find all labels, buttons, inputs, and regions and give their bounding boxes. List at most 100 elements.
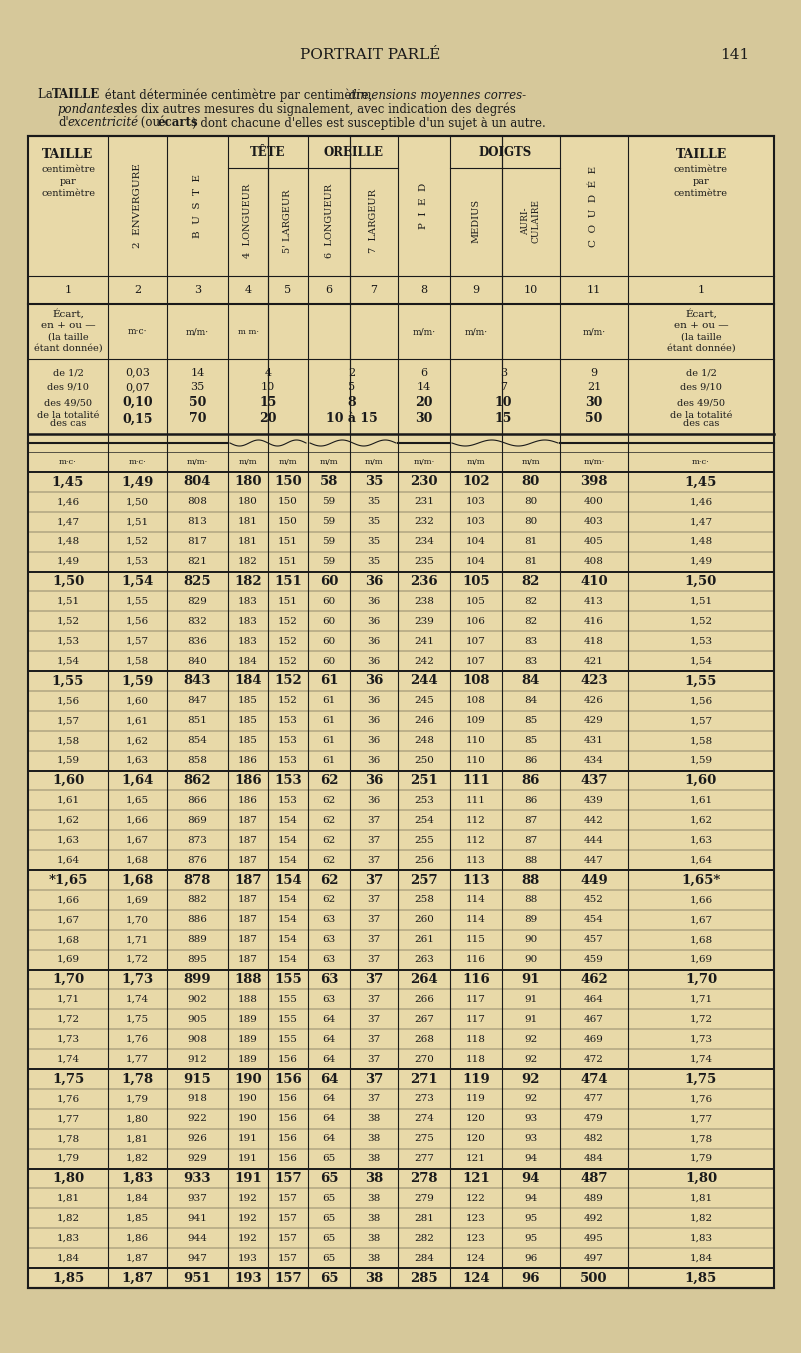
Text: 116: 116: [466, 955, 486, 965]
Text: 37: 37: [365, 874, 383, 886]
Text: 38: 38: [368, 1154, 380, 1164]
Text: 258: 258: [414, 896, 434, 904]
Text: 840: 840: [187, 656, 207, 666]
Text: 437: 437: [580, 774, 608, 787]
Text: 182: 182: [238, 557, 258, 566]
Text: 15: 15: [260, 396, 276, 409]
Text: 88: 88: [525, 896, 537, 904]
Text: 50: 50: [586, 413, 602, 425]
Text: 1,81: 1,81: [690, 1193, 713, 1203]
Text: 50: 50: [189, 396, 206, 409]
Text: 7: 7: [371, 285, 377, 295]
Text: B  U  S  T  E: B U S T E: [193, 175, 202, 238]
Text: 3: 3: [500, 368, 507, 377]
Text: 153: 153: [278, 716, 298, 725]
Text: 1,68: 1,68: [690, 935, 713, 944]
Text: 186: 186: [238, 796, 258, 805]
Text: 482: 482: [584, 1134, 604, 1143]
Text: 6: 6: [421, 368, 428, 377]
Text: 447: 447: [584, 855, 604, 865]
Text: 277: 277: [414, 1154, 434, 1164]
Text: 63: 63: [322, 955, 336, 965]
Text: 843: 843: [183, 675, 211, 687]
Text: 63: 63: [320, 973, 338, 986]
Text: 70: 70: [189, 413, 206, 425]
Text: (la taille: (la taille: [48, 333, 88, 341]
Text: 1,85: 1,85: [685, 1272, 717, 1284]
Text: 37: 37: [368, 935, 380, 944]
Text: 36: 36: [368, 656, 380, 666]
Text: 10: 10: [495, 396, 513, 409]
Text: 256: 256: [414, 855, 434, 865]
Text: 1,62: 1,62: [690, 816, 713, 825]
Text: 908: 908: [187, 1035, 207, 1043]
Text: 1,87: 1,87: [126, 1254, 149, 1262]
Text: de la totalité: de la totalité: [670, 410, 732, 419]
Text: 275: 275: [414, 1134, 434, 1143]
Text: 60: 60: [322, 597, 336, 606]
Text: 103: 103: [466, 517, 486, 526]
Text: 37: 37: [368, 1035, 380, 1043]
Text: 153: 153: [278, 736, 298, 746]
Text: 1,82: 1,82: [690, 1214, 713, 1223]
Text: 8: 8: [421, 285, 428, 295]
Text: 472: 472: [584, 1054, 604, 1063]
Text: 11: 11: [587, 285, 601, 295]
Text: 89: 89: [525, 916, 537, 924]
Text: 878: 878: [183, 874, 211, 886]
Text: 109: 109: [466, 716, 486, 725]
Text: 60: 60: [322, 637, 336, 645]
Text: 121: 121: [466, 1154, 486, 1164]
Text: 2: 2: [348, 368, 355, 377]
Text: 944: 944: [187, 1234, 207, 1243]
Text: 1,67: 1,67: [56, 916, 79, 924]
Text: 413: 413: [584, 597, 604, 606]
Text: 241: 241: [414, 637, 434, 645]
Text: 184: 184: [234, 675, 262, 687]
Text: 6  LONGUEUR: 6 LONGUEUR: [324, 184, 333, 258]
Text: 937: 937: [187, 1193, 207, 1203]
Text: 239: 239: [414, 617, 434, 626]
Text: 418: 418: [584, 637, 604, 645]
Text: 1,79: 1,79: [690, 1154, 713, 1164]
Text: 185: 185: [238, 697, 258, 705]
Text: 37: 37: [365, 1073, 383, 1085]
Text: 431: 431: [584, 736, 604, 746]
Text: 1,47: 1,47: [56, 517, 79, 526]
Text: 183: 183: [238, 617, 258, 626]
Text: 250: 250: [414, 756, 434, 764]
Text: 113: 113: [466, 855, 486, 865]
Text: 188: 188: [234, 973, 262, 986]
Text: 61: 61: [322, 736, 336, 746]
Text: 59: 59: [322, 517, 336, 526]
Text: 915: 915: [183, 1073, 211, 1085]
Text: 895: 895: [187, 955, 207, 965]
Text: 95: 95: [525, 1234, 537, 1243]
Text: 60: 60: [322, 656, 336, 666]
Text: en + ou —: en + ou —: [674, 322, 728, 330]
Text: 1,57: 1,57: [56, 716, 79, 725]
Text: 122: 122: [466, 1193, 486, 1203]
Text: 65: 65: [320, 1272, 338, 1284]
Text: 479: 479: [584, 1115, 604, 1123]
Text: 62: 62: [322, 896, 336, 904]
Text: m/m·: m/m·: [465, 327, 488, 337]
Text: 434: 434: [584, 756, 604, 764]
Text: 876: 876: [187, 855, 207, 865]
Text: 117: 117: [466, 994, 486, 1004]
Text: 120: 120: [466, 1115, 486, 1123]
Text: étant donnée): étant donnée): [666, 344, 735, 353]
Text: 154: 154: [278, 955, 298, 965]
Text: 187: 187: [238, 855, 258, 865]
Text: 154: 154: [278, 855, 298, 865]
Text: 96: 96: [525, 1254, 537, 1262]
Text: 1,74: 1,74: [56, 1054, 79, 1063]
Text: 1,74: 1,74: [690, 1054, 713, 1063]
Text: d': d': [58, 116, 69, 130]
Text: 156: 156: [278, 1134, 298, 1143]
Text: 274: 274: [414, 1115, 434, 1123]
Text: m/m: m/m: [279, 459, 297, 465]
Text: 36: 36: [368, 756, 380, 764]
Text: 234: 234: [414, 537, 434, 547]
Text: 1,54: 1,54: [121, 575, 154, 589]
